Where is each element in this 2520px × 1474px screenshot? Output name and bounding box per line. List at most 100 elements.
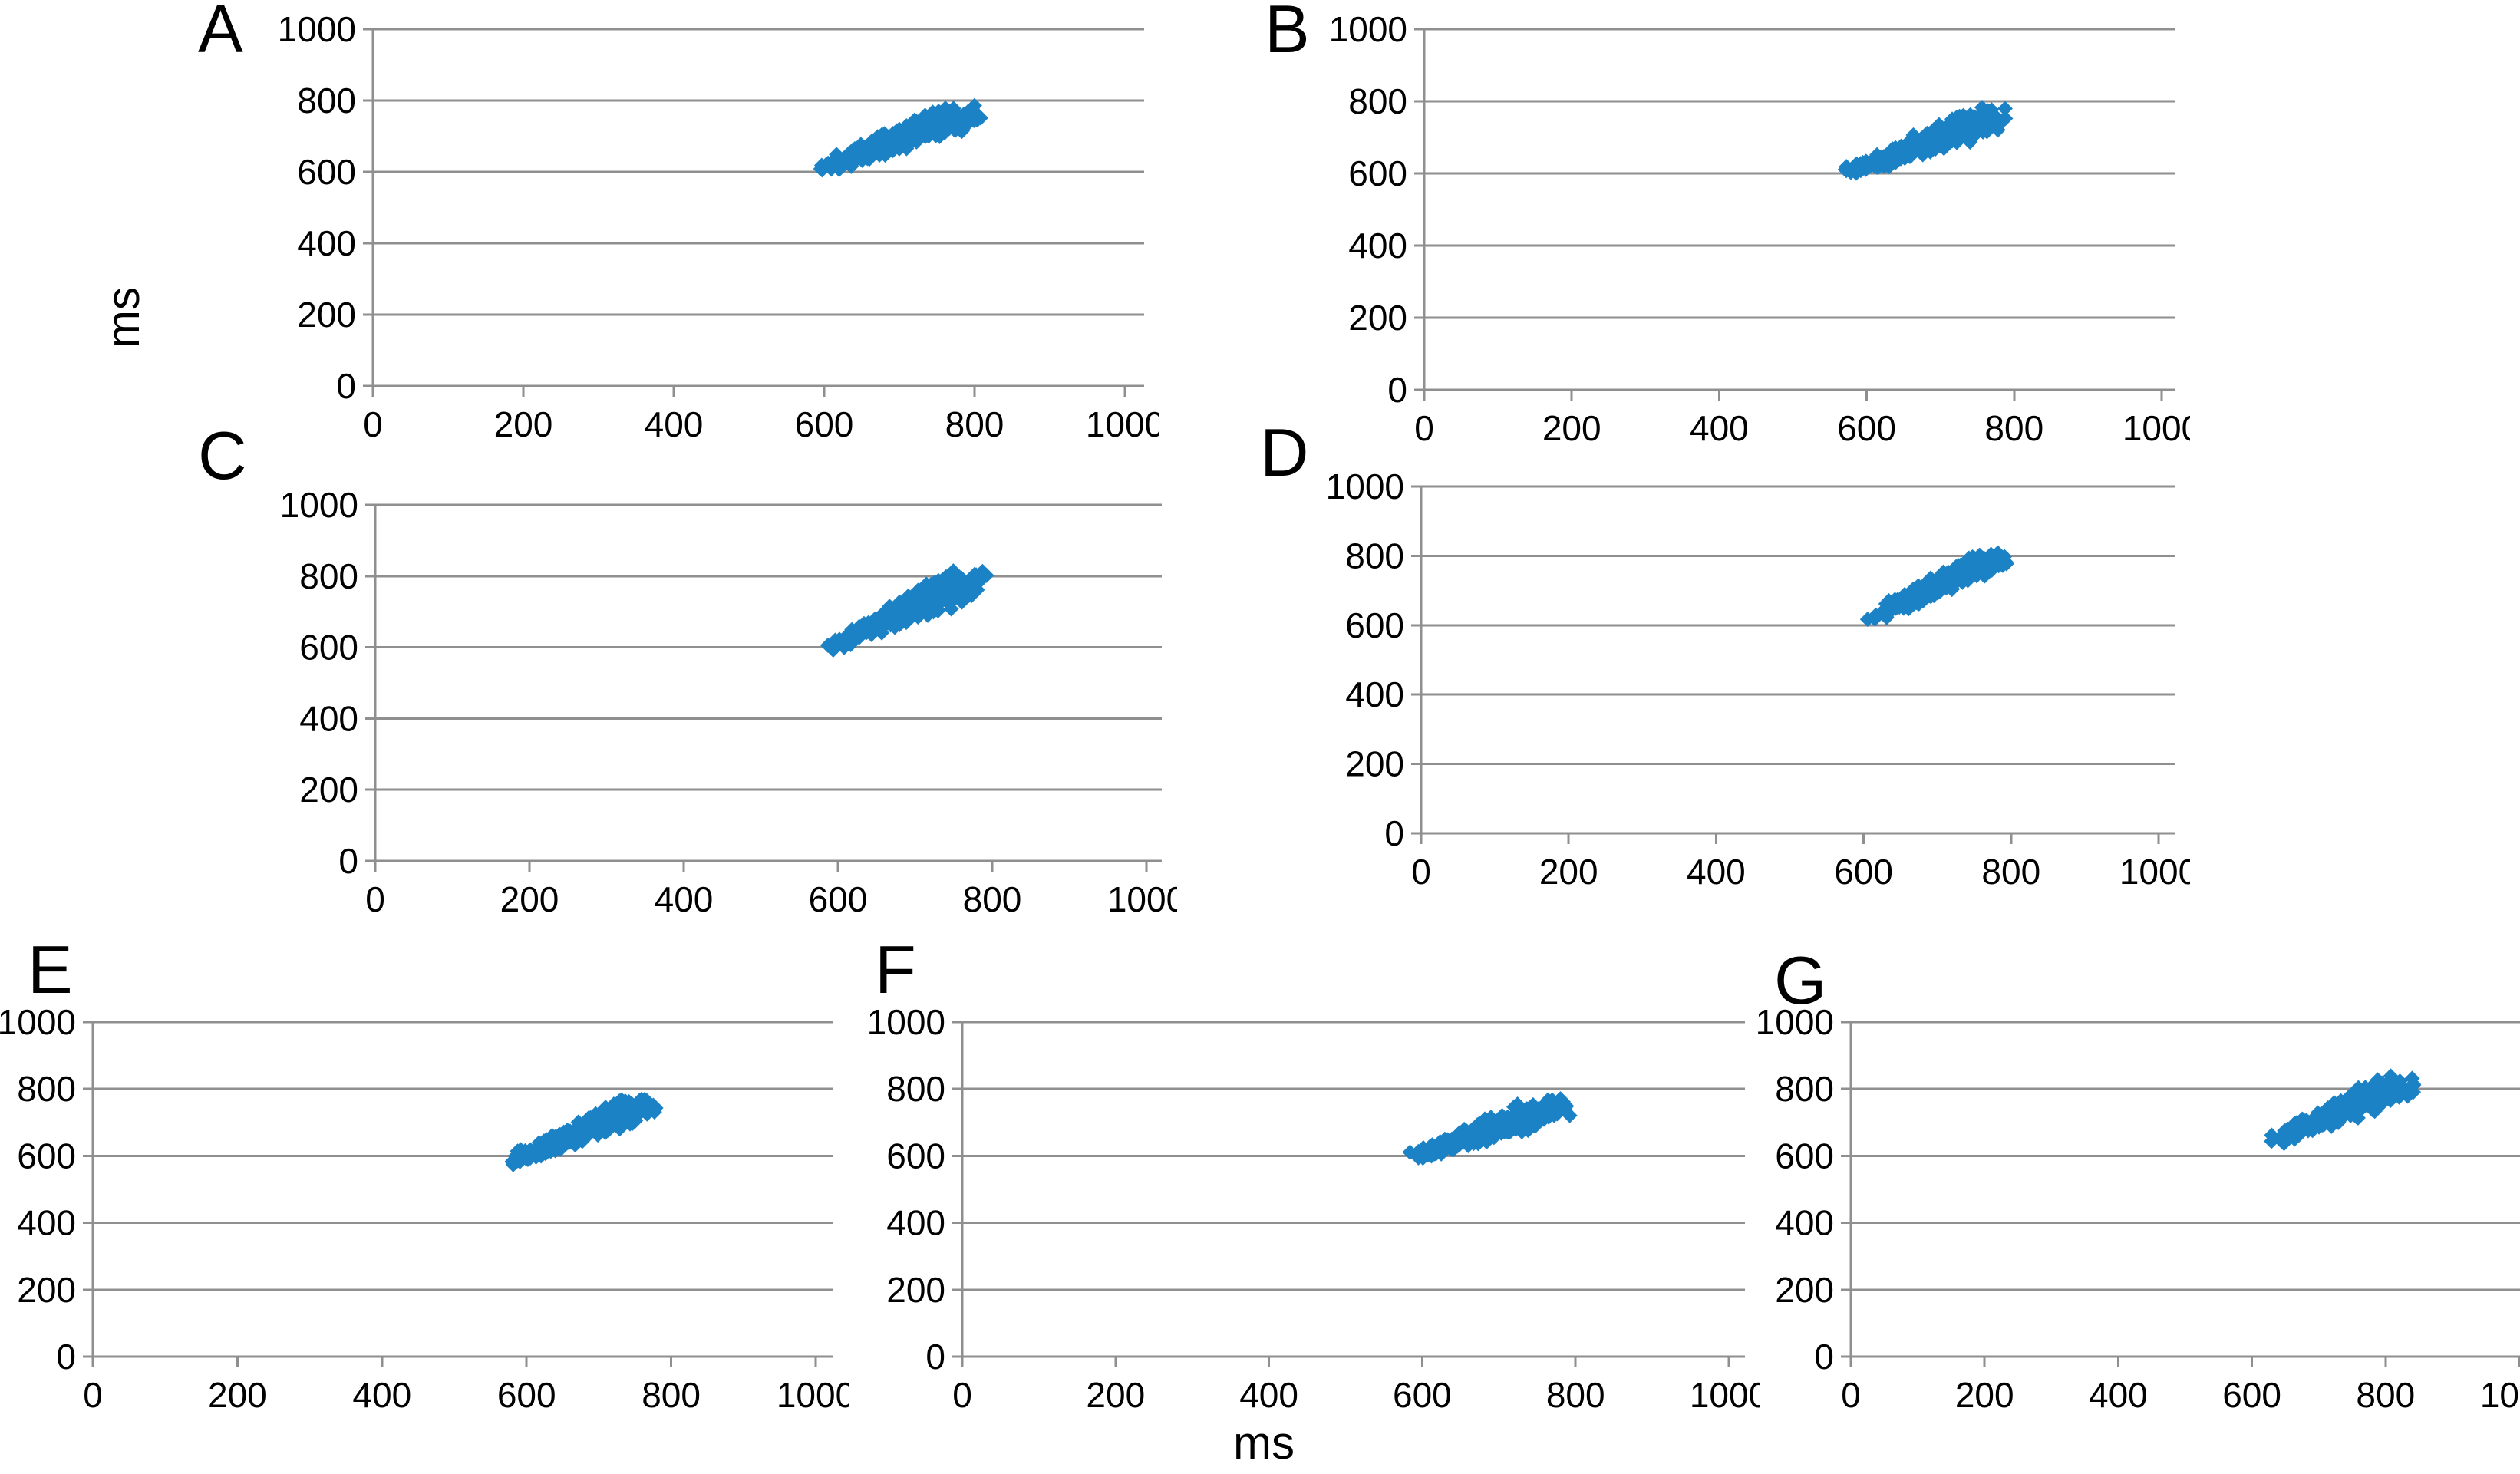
svg-text:0: 0 (363, 404, 383, 444)
panel-letter-c: C (198, 417, 247, 493)
svg-text:800: 800 (963, 879, 1022, 919)
svg-text:400: 400 (2089, 1375, 2148, 1415)
svg-text:600: 600 (795, 404, 854, 444)
svg-text:600: 600 (299, 628, 358, 668)
svg-text:0: 0 (1411, 852, 1431, 892)
svg-text:400: 400 (1690, 408, 1749, 448)
scatter-plot-g: 0 200 400 600 800 1000 0 200 400 600 800 1000 (1756, 1003, 2520, 1415)
panel-e: 0 200 400 600 800 1000 0 200 400 600 800 1000 (0, 1003, 849, 1443)
svg-text:1000: 1000 (1329, 10, 1407, 49)
y-axis-label: ms (97, 287, 149, 348)
svg-text:1000: 1000 (1086, 404, 1159, 444)
svg-text:600: 600 (886, 1136, 945, 1176)
panel-a: 0 200 400 600 800 1000 0 200 400 600 800 1000 (242, 10, 1159, 472)
svg-text:600: 600 (1393, 1375, 1452, 1415)
svg-text:1000: 1000 (867, 1003, 945, 1042)
panel-c: 0 200 400 600 800 1000 0 200 400 600 800 1000 (245, 486, 1177, 947)
svg-text:800: 800 (297, 81, 356, 120)
svg-text:1000: 1000 (2119, 852, 2190, 892)
panel-letter-g: G (1774, 942, 1827, 1018)
svg-text:800: 800 (299, 556, 358, 596)
svg-text:800: 800 (2356, 1375, 2415, 1415)
scatter-plot-b: 0 200 400 600 800 1000 0 200 400 600 800 1000 (1329, 10, 2190, 448)
svg-text:200: 200 (17, 1270, 76, 1310)
svg-text:1000: 1000 (278, 10, 356, 49)
panel-letter-d: D (1260, 414, 1309, 490)
svg-text:1000: 1000 (1107, 879, 1177, 919)
svg-text:200: 200 (1345, 744, 1404, 784)
svg-text:200: 200 (297, 295, 356, 335)
svg-text:1000: 1000 (1756, 1003, 1834, 1042)
panel-b: 0 200 400 600 800 1000 0 200 400 600 800 1000 (1294, 10, 2190, 476)
svg-text:600: 600 (17, 1136, 76, 1176)
svg-text:0: 0 (365, 879, 385, 919)
svg-text:1000: 1000 (1690, 1375, 1760, 1415)
svg-text:0: 0 (83, 1375, 103, 1415)
svg-text:0: 0 (338, 841, 358, 881)
svg-text:1000: 1000 (777, 1375, 849, 1415)
svg-text:600: 600 (1837, 408, 1896, 448)
svg-text:400: 400 (352, 1375, 411, 1415)
svg-text:600: 600 (2222, 1375, 2281, 1415)
panel-g: 0 200 400 600 800 1000 0 200 400 600 800 1000 (1720, 1003, 2520, 1443)
svg-text:200: 200 (886, 1270, 945, 1310)
svg-text:400: 400 (1345, 674, 1404, 714)
svg-text:800: 800 (1348, 81, 1407, 121)
svg-text:800: 800 (642, 1375, 701, 1415)
svg-text:800: 800 (17, 1069, 76, 1109)
svg-text:1000: 1000 (280, 486, 358, 525)
svg-text:600: 600 (497, 1375, 556, 1415)
scatter-plot-d: 0 200 400 600 800 1000 0 200 400 600 800 1000 (1326, 467, 2190, 892)
svg-text:200: 200 (1539, 852, 1598, 892)
svg-text:800: 800 (1984, 408, 2043, 448)
svg-text:1000: 1000 (1326, 467, 1404, 506)
svg-text:0: 0 (1414, 408, 1434, 448)
svg-text:200: 200 (208, 1375, 267, 1415)
svg-text:0: 0 (336, 366, 356, 406)
svg-text:400: 400 (886, 1203, 945, 1243)
panel-d: 0 200 400 600 800 1000 0 200 400 600 800 1000 (1291, 467, 2190, 919)
svg-text:800: 800 (1775, 1069, 1834, 1109)
svg-text:1000: 1000 (2480, 1375, 2520, 1415)
scatter-plot-f: 0 200 400 600 800 1000 0 200 400 600 800 1000 (867, 1003, 1760, 1415)
svg-text:600: 600 (1348, 153, 1407, 193)
svg-text:1000: 1000 (0, 1003, 76, 1042)
svg-text:600: 600 (1775, 1136, 1834, 1176)
svg-text:400: 400 (645, 404, 704, 444)
svg-text:600: 600 (297, 152, 356, 192)
svg-text:0: 0 (925, 1337, 945, 1377)
svg-text:400: 400 (297, 223, 356, 263)
svg-text:800: 800 (886, 1069, 945, 1109)
svg-text:800: 800 (945, 404, 1004, 444)
svg-text:800: 800 (1345, 536, 1404, 575)
scatter-plot-e: 0 200 400 600 800 1000 0 200 400 600 800 1000 (0, 1003, 849, 1415)
svg-text:200: 200 (1955, 1375, 2014, 1415)
panel-letter-f: F (875, 932, 916, 1007)
svg-text:800: 800 (1981, 852, 2040, 892)
svg-text:200: 200 (299, 770, 358, 810)
svg-text:0: 0 (1387, 370, 1407, 410)
svg-text:200: 200 (1086, 1375, 1145, 1415)
svg-text:200: 200 (494, 404, 553, 444)
svg-text:400: 400 (1239, 1375, 1298, 1415)
svg-text:400: 400 (299, 698, 358, 738)
svg-text:600: 600 (809, 879, 868, 919)
svg-text:400: 400 (1348, 226, 1407, 265)
svg-text:200: 200 (1775, 1270, 1834, 1310)
svg-text:400: 400 (1775, 1203, 1834, 1243)
svg-text:400: 400 (1687, 852, 1746, 892)
svg-text:0: 0 (952, 1375, 972, 1415)
svg-text:600: 600 (1345, 605, 1404, 645)
svg-text:1000: 1000 (2123, 408, 2190, 448)
svg-text:400: 400 (655, 879, 714, 919)
panel-letter-b: B (1265, 0, 1310, 67)
svg-text:800: 800 (1546, 1375, 1605, 1415)
svg-text:400: 400 (17, 1203, 76, 1243)
svg-text:200: 200 (1542, 408, 1601, 448)
panel-f: 0 200 400 600 800 1000 0 200 400 600 800 1000 (832, 1003, 1760, 1443)
panel-letter-e: E (28, 932, 73, 1007)
svg-text:0: 0 (1841, 1375, 1861, 1415)
scatter-plot-a: 0 200 400 600 800 1000 0 200 400 600 800 1000 (278, 10, 1159, 444)
x-axis-label: ms (1233, 1417, 1295, 1469)
